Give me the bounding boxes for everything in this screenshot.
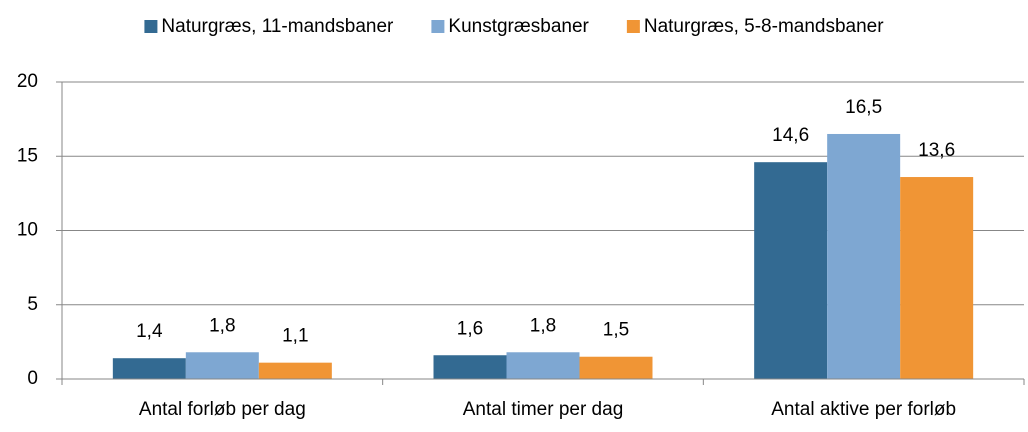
y-tick-label: 20	[17, 71, 38, 92]
x-tick-label: Antal timer per dag	[463, 399, 624, 420]
legend-swatch	[144, 20, 158, 33]
bar	[185, 352, 259, 379]
legend-label: Naturgræs, 11-mandsbaner	[161, 16, 394, 37]
y-tick-label: 15	[17, 145, 38, 166]
value-label: 1,1	[282, 326, 308, 347]
x-tick-label: Antal forløb per dag	[139, 399, 306, 420]
value-label: 1,5	[603, 320, 629, 341]
y-tick-label: 0	[27, 368, 38, 389]
legend-swatch	[626, 20, 640, 33]
bar	[900, 177, 974, 379]
bar	[433, 355, 507, 379]
y-tick-label: 5	[27, 294, 38, 315]
legend-swatch	[431, 20, 445, 33]
value-label: 16,5	[845, 97, 882, 118]
legend-label: Naturgræs, 5-8-mandsbaner	[644, 16, 884, 37]
value-label: 1,4	[136, 321, 163, 342]
bar	[754, 162, 828, 379]
bar	[112, 358, 186, 379]
value-label: 13,6	[918, 140, 955, 161]
bar	[827, 133, 901, 379]
legend-label: Kunstgræsbaner	[448, 16, 589, 37]
value-label: 14,6	[772, 125, 809, 146]
bar	[579, 356, 653, 379]
y-tick-label: 10	[17, 220, 38, 241]
value-label: 1,8	[209, 315, 235, 336]
x-tick-label: Antal aktive per forløb	[771, 399, 956, 420]
value-label: 1,6	[457, 318, 483, 339]
bar	[258, 362, 332, 379]
bar	[506, 352, 580, 379]
value-label: 1,8	[530, 315, 556, 336]
